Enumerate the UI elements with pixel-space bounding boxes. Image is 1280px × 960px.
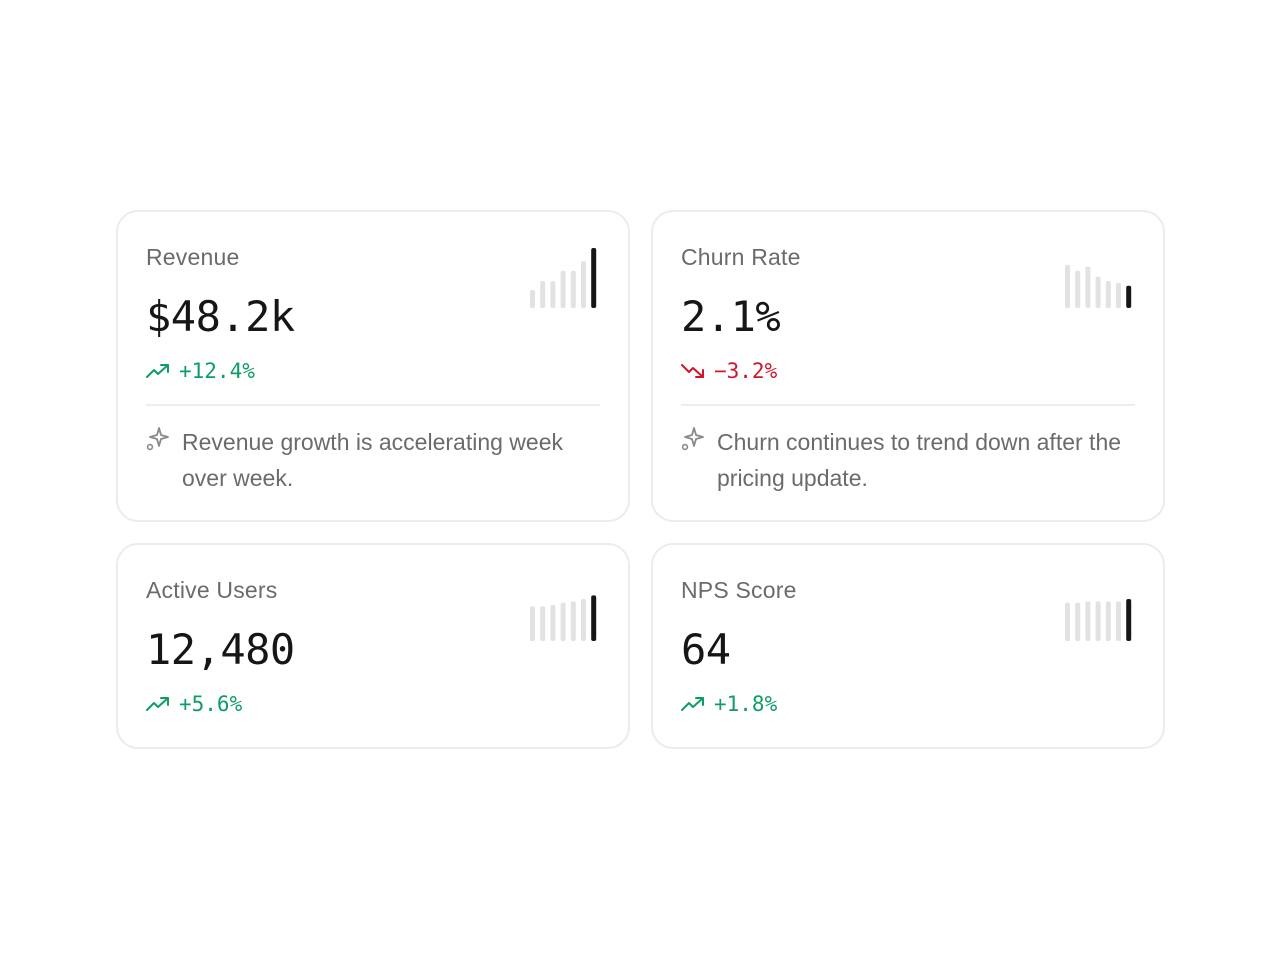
sparkbar	[530, 290, 535, 308]
sparkbar	[560, 270, 566, 308]
card-delta: −3.2%	[681, 359, 777, 383]
revenue-sparkbars	[530, 248, 597, 308]
card-label: Churn Rate	[681, 244, 801, 270]
sparkbar	[560, 602, 566, 641]
sparkbar	[1075, 602, 1081, 641]
active-users-sparkbars	[530, 595, 597, 641]
sparkbar-current	[591, 248, 597, 308]
trending-up-icon	[146, 364, 169, 378]
sparkbar	[570, 601, 576, 641]
insight-text: Churn continues to trend down after the …	[717, 429, 1122, 491]
sparkbar-current	[1126, 285, 1132, 308]
sparkbar	[540, 281, 546, 308]
sparkbar-current	[591, 595, 597, 641]
insight-text: Revenue growth is accelerating week over…	[182, 429, 563, 491]
revenue-card: Revenue $48.2k +12.4% Revenue growth is …	[116, 210, 630, 522]
card-value: 64	[681, 625, 731, 674]
churn-rate-card: Churn Rate 2.1% −3.2% Churn continues to…	[651, 210, 1165, 522]
sparkbar	[1075, 270, 1081, 308]
sparkbar	[1065, 264, 1070, 308]
sparkbar	[1105, 601, 1111, 641]
delta-value: +5.6%	[179, 692, 243, 716]
card-label: Revenue	[146, 244, 240, 270]
delta-value: +1.8%	[714, 692, 778, 716]
card-delta: +12.4%	[146, 359, 255, 383]
insight: Churn continues to trend down after the …	[681, 424, 1137, 496]
sparkbar	[540, 606, 546, 641]
churn-rate-sparkbars	[1065, 264, 1132, 308]
trending-down-icon	[681, 364, 704, 378]
sparkle-icon	[146, 427, 169, 451]
card-delta: +5.6%	[146, 692, 242, 716]
card-value: 12,480	[146, 625, 295, 674]
card-label: Active Users	[146, 577, 278, 603]
insight: Revenue growth is accelerating week over…	[146, 424, 602, 496]
sparkbar	[581, 261, 586, 308]
card-value: $48.2k	[146, 292, 295, 341]
trending-up-icon	[146, 697, 169, 711]
nps-score-sparkbars	[1065, 599, 1132, 641]
sparkbar	[1065, 602, 1070, 641]
metric-cards-grid: Revenue $48.2k +12.4% Revenue growth is …	[116, 210, 1165, 749]
sparkbar	[1085, 601, 1091, 641]
sparkbar	[530, 606, 535, 641]
divider	[146, 404, 600, 406]
card-value: 2.1%	[681, 292, 781, 341]
card-label: NPS Score	[681, 577, 797, 603]
sparkbar	[550, 605, 556, 641]
sparkbar	[550, 281, 556, 308]
nps-score-card: NPS Score 64 +1.8%	[651, 543, 1165, 749]
trending-up-icon	[681, 697, 704, 711]
sparkbar	[1095, 276, 1101, 308]
sparkbar	[570, 270, 576, 308]
active-users-card: Active Users 12,480 +5.6%	[116, 543, 630, 749]
sparkbar	[1116, 282, 1121, 308]
divider	[681, 404, 1135, 406]
sparkbar	[581, 599, 586, 641]
sparkbar	[1105, 281, 1111, 308]
sparkbar	[1095, 601, 1101, 641]
sparkbar-current	[1126, 599, 1132, 641]
sparkbar	[1085, 266, 1091, 308]
delta-value: +12.4%	[179, 359, 255, 383]
card-delta: +1.8%	[681, 692, 777, 716]
sparkle-icon	[681, 427, 704, 451]
delta-value: −3.2%	[714, 359, 778, 383]
sparkbar	[1116, 601, 1121, 641]
